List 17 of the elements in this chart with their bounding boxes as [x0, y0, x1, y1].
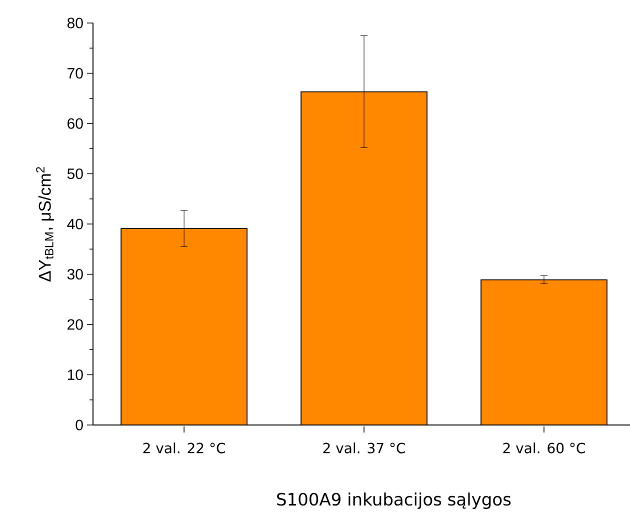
bar — [301, 92, 428, 426]
bar — [121, 228, 248, 426]
y-tick-label: 70 — [68, 68, 83, 79]
y-tick-label: 20 — [68, 319, 83, 330]
y-tick-label: 50 — [67, 168, 83, 180]
bar — [480, 279, 608, 426]
y-tick-label: 80 — [67, 18, 83, 28]
y-tick-label: 30 — [67, 268, 83, 280]
x-tick-label: 2 val. 37 °C — [323, 442, 406, 454]
y-tick-label: 0 — [76, 420, 83, 430]
y-tick-label: 40 — [67, 218, 83, 230]
y-tick-label: 60 — [68, 118, 83, 129]
x-axis-title: S100A9 inkubacijos sąlygos — [277, 492, 511, 509]
y-axis-title: ΔY$_{tBLM}$, μS/cm$^{2}$ — [36, 167, 54, 282]
x-tick-label: 2 val. 22 °C — [143, 442, 226, 454]
x-tick-label: 2 val. 60 °C — [503, 442, 585, 454]
y-tick-label: 10 — [68, 369, 83, 380]
